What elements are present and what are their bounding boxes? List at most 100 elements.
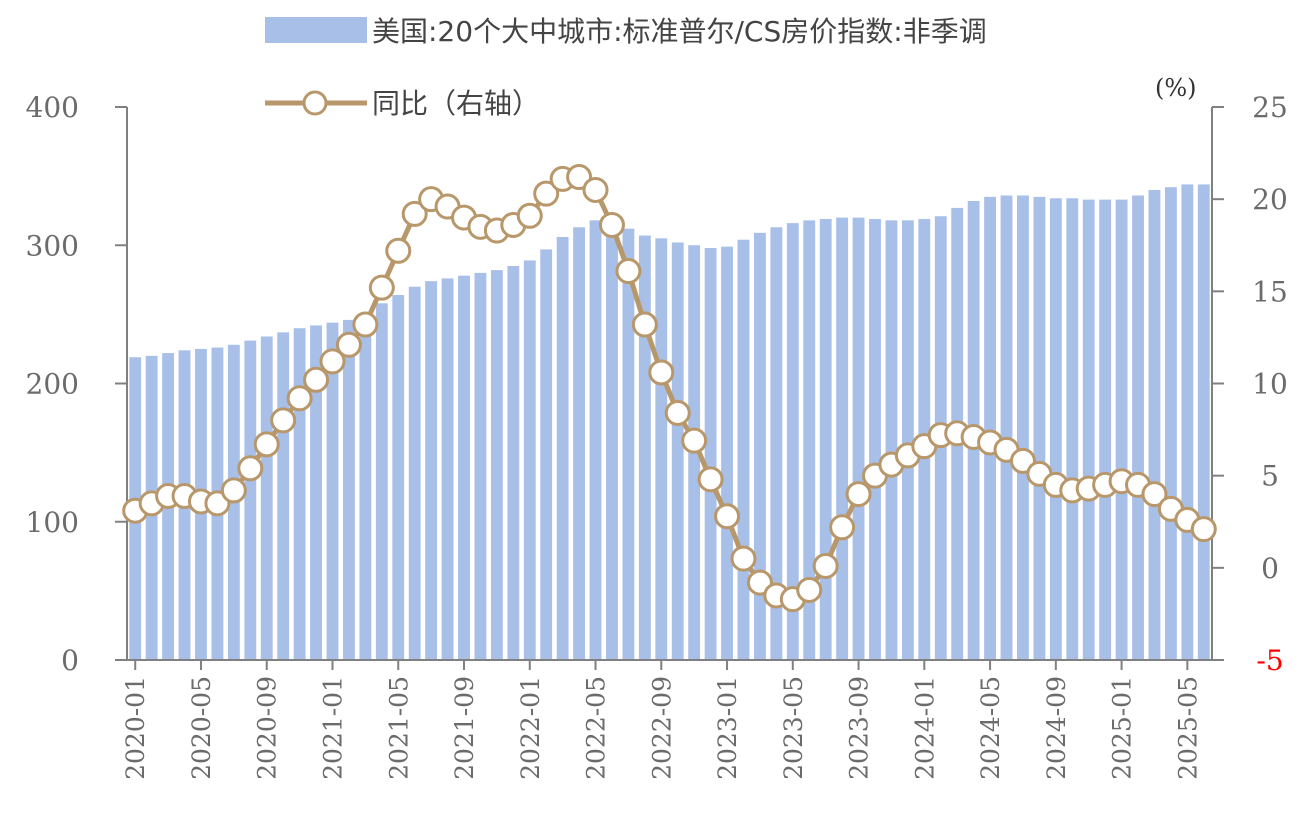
bar — [852, 217, 865, 660]
line-point — [352, 311, 379, 338]
right-axis-unit: (%) — [1155, 74, 1197, 102]
line-point — [730, 545, 757, 572]
bar — [1099, 199, 1112, 660]
line-point — [319, 348, 346, 375]
bar — [589, 220, 602, 661]
line-point — [845, 481, 872, 508]
right-axis-tick-label: 25 — [1252, 91, 1288, 124]
bar — [425, 281, 438, 660]
x-axis-tick-label: 2022-05 — [582, 676, 611, 780]
line-point — [598, 211, 625, 238]
line-point — [714, 503, 741, 530]
bar — [1148, 189, 1161, 660]
bar — [556, 236, 569, 660]
bar — [1164, 187, 1177, 660]
bar — [754, 232, 766, 660]
bar — [1049, 198, 1062, 660]
bar — [786, 223, 799, 660]
legend: 美国:20个大中城市:标准普尔/CS房价指数:非季调 同比（右轴） — [265, 15, 987, 120]
bar — [326, 322, 339, 660]
line-point — [286, 385, 313, 412]
bar — [1132, 195, 1144, 661]
axes — [115, 106, 1224, 670]
bar — [655, 238, 668, 660]
bar — [770, 227, 783, 660]
x-axis-tick-label: 2022-09 — [647, 676, 676, 780]
line-point — [664, 399, 691, 426]
line-point — [1141, 481, 1168, 508]
bar — [819, 218, 832, 661]
line-point — [829, 514, 856, 541]
bar — [375, 303, 388, 660]
bar — [293, 328, 306, 660]
x-axis-tick-label: 2021-01 — [318, 676, 347, 780]
line-point — [631, 311, 658, 338]
x-axis-tick-label: 2020-01 — [121, 676, 150, 780]
line-point — [303, 366, 330, 393]
bar — [1197, 184, 1210, 661]
x-axis-tick-label: 2023-05 — [779, 676, 808, 780]
bar — [458, 275, 470, 660]
bar — [901, 220, 914, 661]
legend-line-label: 同比（右轴） — [372, 87, 540, 120]
x-axis-tick-label: 2025-05 — [1173, 676, 1202, 780]
bar — [277, 332, 290, 660]
bar — [606, 221, 618, 660]
bar — [507, 265, 520, 660]
line-point — [385, 237, 412, 264]
bar — [622, 228, 635, 660]
right-axis-tick-label: 10 — [1252, 368, 1288, 401]
line-point — [253, 431, 280, 458]
bar — [737, 239, 750, 660]
legend-bar-swatch — [265, 17, 367, 43]
bar — [244, 340, 257, 660]
bar — [408, 286, 421, 660]
bar — [1115, 199, 1128, 660]
legend-line-marker — [302, 90, 328, 116]
line-point — [335, 331, 362, 358]
bar — [573, 227, 586, 660]
bar — [885, 220, 898, 661]
right-axis-tick-label: 15 — [1252, 275, 1288, 308]
line-point — [615, 258, 642, 285]
bar — [523, 260, 536, 660]
x-axis-tick-label: 2024-09 — [1042, 676, 1071, 780]
x-axis-tick-label: 2024-01 — [910, 676, 939, 780]
bar — [869, 218, 881, 661]
bar — [671, 242, 684, 661]
bar — [984, 196, 996, 661]
bar — [1181, 184, 1194, 661]
bar — [721, 246, 733, 660]
bar — [1017, 195, 1029, 661]
line-point — [1190, 516, 1217, 543]
legend-bar-label: 美国:20个大中城市:标准普尔/CS房价指数:非季调 — [372, 15, 987, 48]
line-point — [681, 427, 708, 454]
bar — [803, 220, 816, 661]
bar — [310, 325, 322, 660]
bar — [260, 336, 273, 660]
bar — [540, 249, 553, 660]
bar — [392, 295, 405, 660]
bar — [638, 235, 651, 660]
bar — [704, 248, 717, 660]
line-point — [697, 466, 724, 493]
x-axis-tick-label: 2020-09 — [253, 676, 282, 780]
right-axis-tick-label: 5 — [1261, 460, 1279, 493]
line-point — [368, 274, 395, 301]
x-axis-tick-label: 2021-05 — [384, 676, 413, 780]
x-axis-tick-label: 2023-01 — [713, 676, 742, 780]
line-point — [648, 359, 675, 386]
bar — [343, 319, 355, 660]
line-point — [270, 407, 297, 434]
left-axis-tick-label: 400 — [26, 91, 79, 124]
left-axis-tick-label: 100 — [26, 506, 79, 539]
right-axis-tick-label: 0 — [1261, 552, 1279, 585]
bar — [441, 278, 454, 660]
x-axis-tick-label: 2024-05 — [976, 676, 1005, 780]
line-point — [516, 202, 543, 229]
bar — [1082, 199, 1095, 660]
x-axis-tick-label: 2021-09 — [450, 676, 479, 780]
line-point — [582, 176, 609, 203]
tick-labels: 0 100 200 300 400 -5 0 5 10 15 20 25 2020-01 2020-05 2… — [26, 91, 1288, 780]
